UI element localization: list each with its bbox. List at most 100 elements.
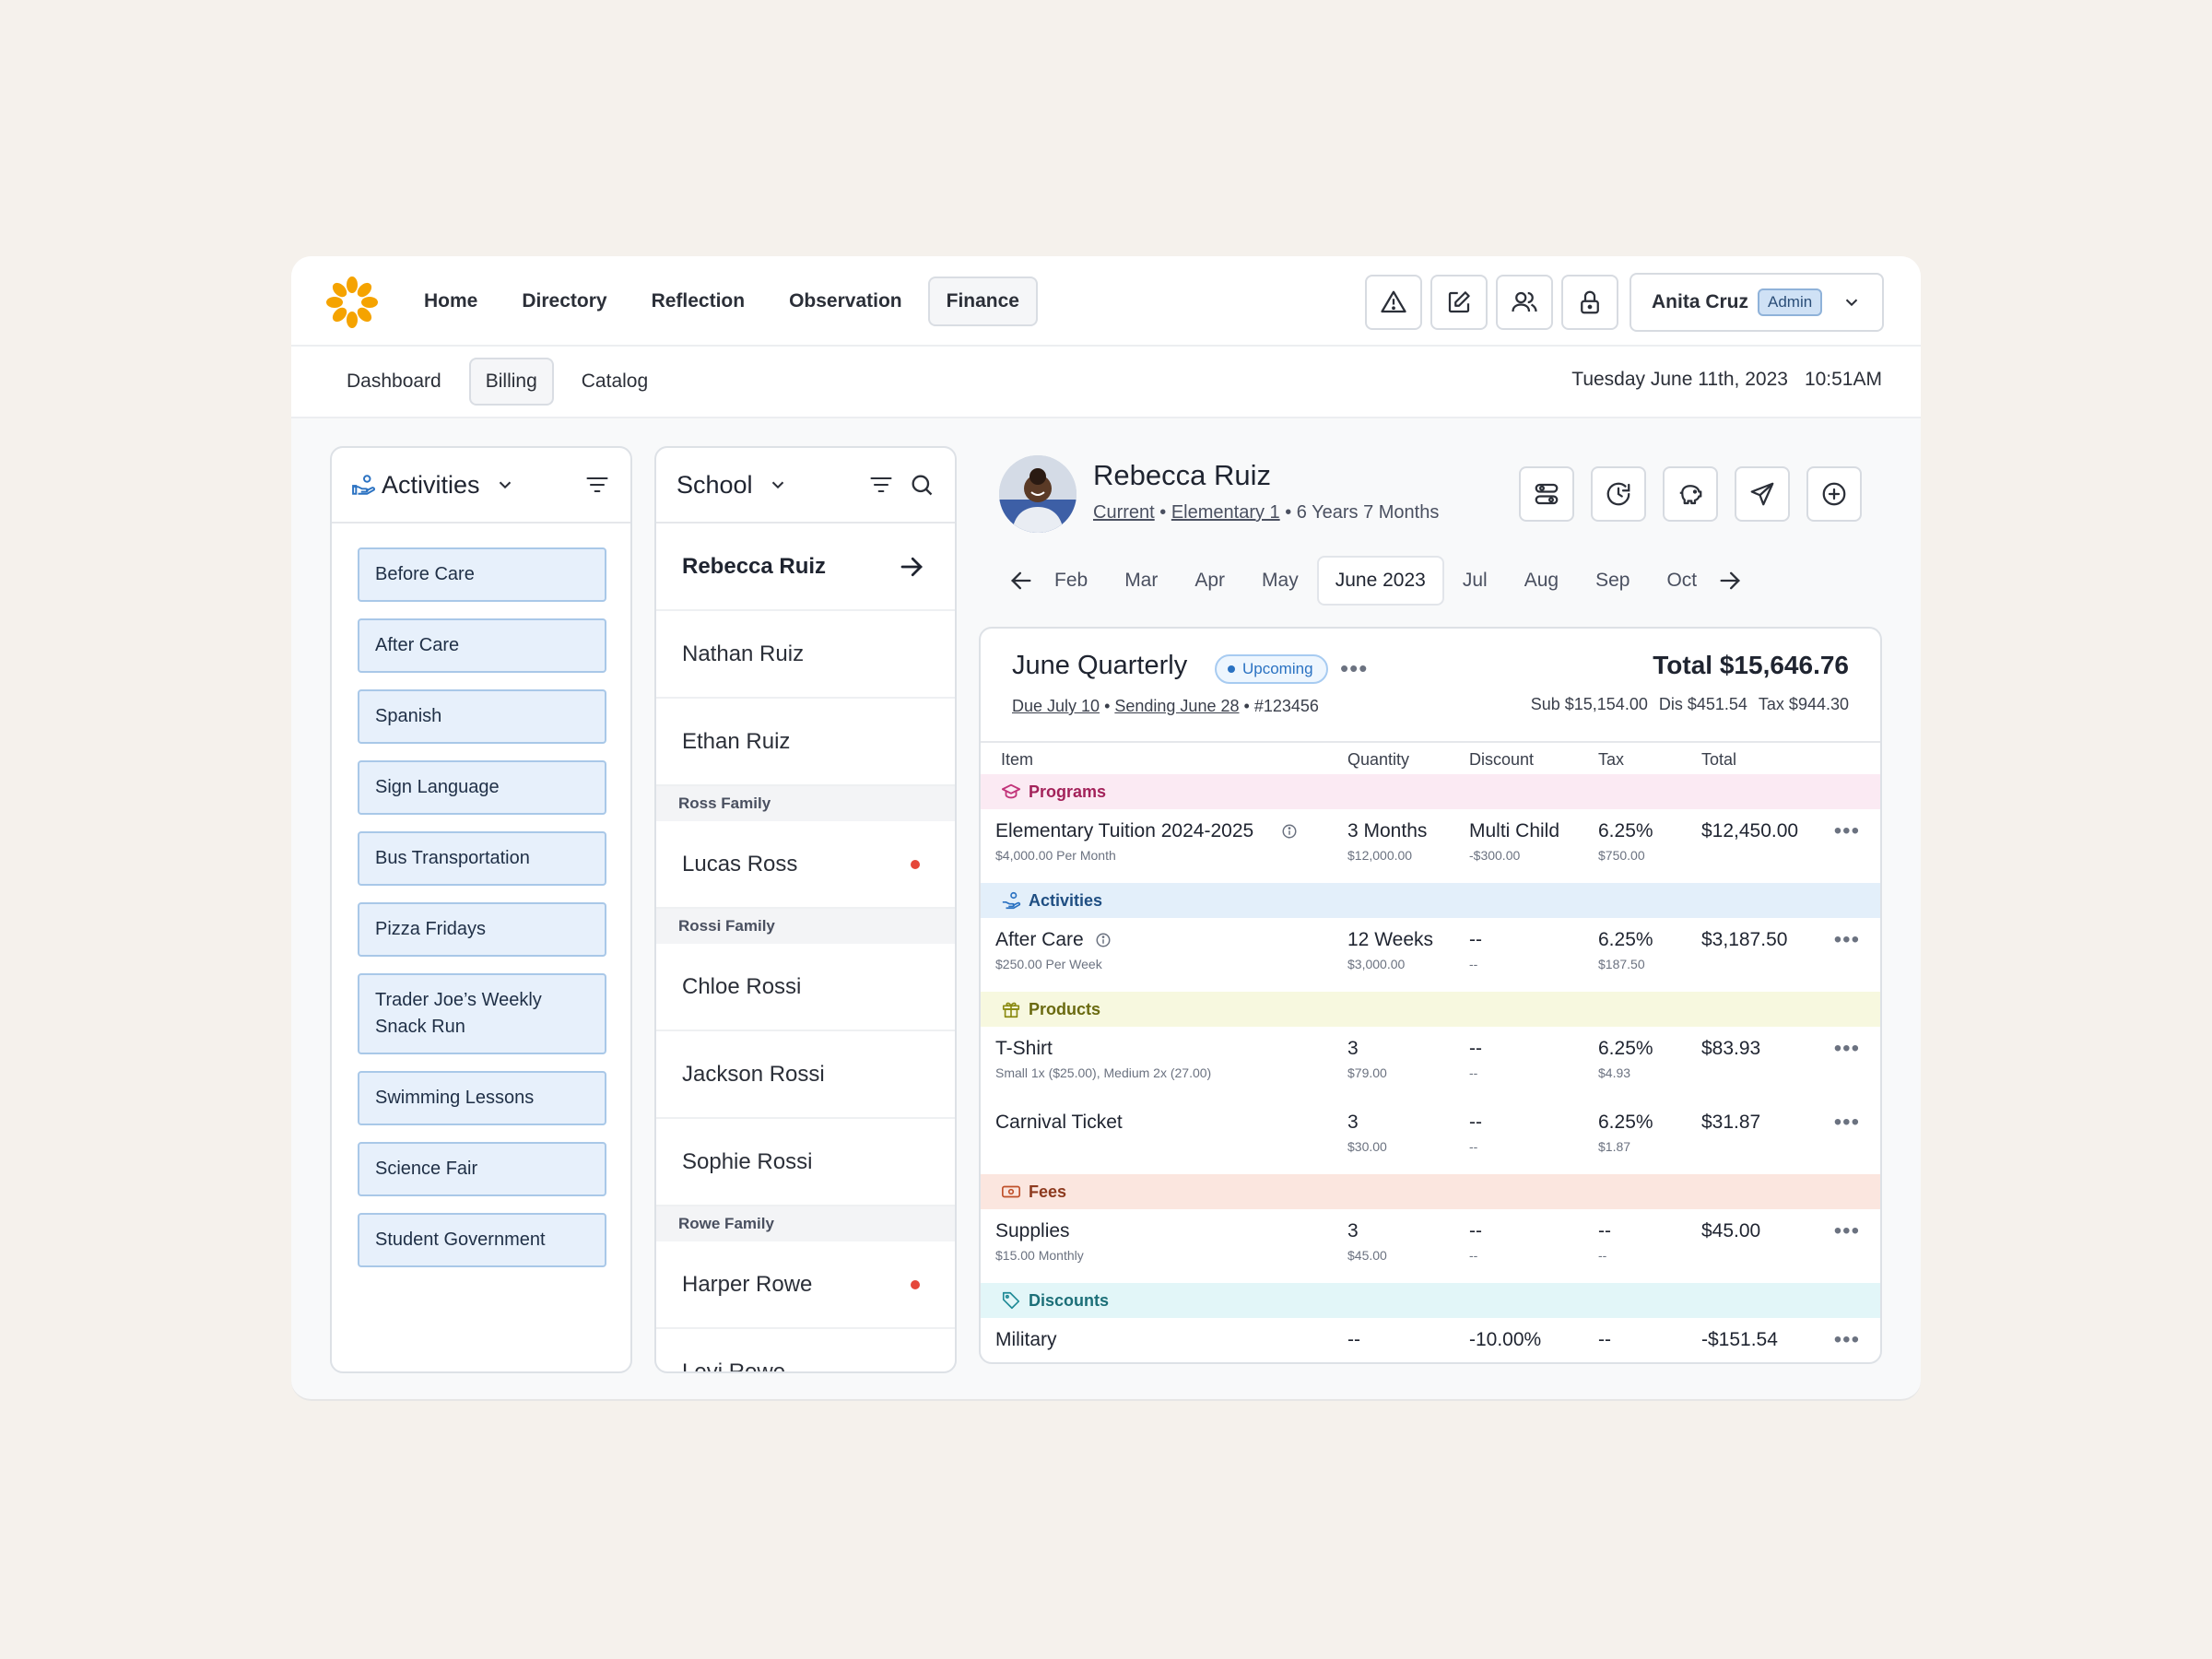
student-row[interactable]: Jackson Rossi — [656, 1031, 955, 1119]
col-total: Total — [1701, 750, 1737, 769]
avatar — [999, 455, 1077, 533]
month-tab[interactable]: Oct — [1666, 570, 1698, 591]
invoice-card: June Quarterly Upcoming ••• Due July 10 … — [979, 627, 1882, 1364]
student-row[interactable]: Levi Rowe — [656, 1329, 955, 1372]
user-menu[interactable]: Anita Cruz Admin — [1630, 273, 1884, 332]
month-tab[interactable]: Aug — [1524, 570, 1559, 591]
info-icon[interactable] — [1095, 932, 1112, 948]
send-button[interactable] — [1735, 466, 1790, 522]
arrow-left-icon[interactable] — [1008, 568, 1034, 594]
lock-button[interactable] — [1561, 275, 1618, 330]
student-row[interactable]: Nathan Ruiz — [656, 611, 955, 699]
student-row[interactable]: Lucas Ross — [656, 821, 955, 909]
settings-icon — [1535, 483, 1559, 505]
item-name: Military — [995, 1329, 1057, 1350]
settings-button[interactable] — [1519, 466, 1574, 522]
chevron-down-icon — [1845, 299, 1858, 307]
sending-date-link[interactable]: Sending June 28 — [1114, 697, 1240, 715]
nav-home[interactable]: Home — [424, 290, 478, 312]
item-quantity-detail: $12,000.00 — [1347, 848, 1413, 863]
warning-button[interactable] — [1365, 275, 1422, 330]
item-quantity: -- — [1347, 1329, 1360, 1350]
more-icon[interactable]: ••• — [1833, 1036, 1860, 1061]
more-icon[interactable]: ••• — [1833, 818, 1860, 843]
add-button[interactable] — [1806, 466, 1862, 522]
student-row[interactable]: Chloe Rossi — [656, 944, 955, 1031]
table-row[interactable]: Carnival Ticket 3 $30.00 -- -- 6.25% $1.… — [981, 1100, 1880, 1174]
item-quantity: 3 Months — [1347, 820, 1428, 841]
student-age: 6 Years 7 Months — [1296, 502, 1440, 523]
search-icon[interactable] — [909, 472, 935, 498]
subnav-catalog[interactable]: Catalog — [581, 371, 649, 392]
month-tab[interactable]: May — [1262, 570, 1299, 591]
more-icon[interactable]: ••• — [1340, 654, 1369, 682]
nav-finance[interactable]: Finance — [927, 276, 1038, 326]
month-tab-active[interactable]: June 2023 — [1316, 556, 1444, 606]
table-row[interactable]: After Care $250.00 Per Week 12 Weeks $3,… — [981, 918, 1880, 992]
piggy-bank-button[interactable] — [1663, 466, 1718, 522]
student-meta: Current • Elementary 1 • 6 Years 7 Month… — [1093, 502, 1440, 523]
nav-observation[interactable]: Observation — [789, 290, 902, 312]
activity-item[interactable]: Bus Transportation — [358, 831, 606, 886]
activity-item[interactable]: Sign Language — [358, 760, 606, 815]
item-discount: Multi Child — [1469, 820, 1560, 841]
activity-item[interactable]: Swimming Lessons — [358, 1071, 606, 1125]
subnav-dashboard[interactable]: Dashboard — [347, 371, 441, 392]
arrow-right-icon[interactable] — [1717, 568, 1743, 594]
edit-button[interactable] — [1430, 275, 1488, 330]
activity-item[interactable]: Before Care — [358, 547, 606, 602]
item-tax: -- — [1598, 1329, 1611, 1350]
more-icon[interactable]: ••• — [1833, 1110, 1860, 1135]
activity-item[interactable]: Trader Joe’s Weekly Snack Run — [358, 973, 606, 1054]
nav-directory[interactable]: Directory — [522, 290, 607, 312]
info-icon[interactable] — [1281, 823, 1298, 840]
nav-reflection[interactable]: Reflection — [651, 290, 746, 312]
activity-item[interactable]: Student Government — [358, 1213, 606, 1267]
table-row[interactable]: Supplies $15.00 Monthly 3 $45.00 -- -- -… — [981, 1209, 1880, 1283]
chevron-down-icon[interactable] — [768, 475, 788, 495]
grade-link[interactable]: Elementary 1 — [1171, 502, 1280, 523]
category-activities: Activities — [981, 883, 1880, 918]
item-tax-detail: $4.93 — [1598, 1065, 1631, 1080]
alert-dot — [911, 859, 920, 869]
invoice-meta: Due July 10 • Sending June 28 • #123456 — [1012, 697, 1319, 715]
banknote-icon — [1002, 1185, 1020, 1198]
status-badge: Upcoming — [1215, 654, 1328, 684]
month-tab[interactable]: Sep — [1595, 570, 1630, 591]
sub-bar: Dashboard Billing Catalog Tuesday June 1… — [291, 347, 1921, 418]
activity-item[interactable]: After Care — [358, 618, 606, 673]
student-row[interactable]: Harper Rowe — [656, 1241, 955, 1329]
app-window: Home Directory Reflection Observation Fi… — [291, 256, 1921, 1401]
table-row[interactable]: T-Shirt Small 1x ($25.00), Medium 2x (27… — [981, 1027, 1880, 1100]
activity-item[interactable]: Spanish — [358, 689, 606, 744]
table-row[interactable]: Elementary Tuition 2024-2025 $4,000.00 P… — [981, 809, 1880, 883]
sun-logo-icon[interactable] — [324, 275, 380, 330]
table-row[interactable]: Military -- -10.00% -- -$151.54 ••• — [981, 1318, 1880, 1362]
student-row[interactable]: Ethan Ruiz — [656, 699, 955, 786]
student-row-selected[interactable]: Rebecca Ruiz — [656, 524, 955, 611]
student-row[interactable]: Sophie Rossi — [656, 1119, 955, 1206]
due-date-link[interactable]: Due July 10 — [1012, 697, 1100, 715]
status-link[interactable]: Current — [1093, 502, 1155, 523]
more-icon[interactable]: ••• — [1833, 927, 1860, 952]
month-tab[interactable]: Mar — [1124, 570, 1159, 591]
col-item: Item — [1001, 750, 1034, 769]
month-tab[interactable]: Jul — [1462, 570, 1488, 591]
month-tab[interactable]: Feb — [1054, 570, 1088, 591]
arrow-right-icon — [900, 557, 923, 576]
item-total: $83.93 — [1701, 1038, 1761, 1059]
history-button[interactable] — [1591, 466, 1646, 522]
filter-icon[interactable] — [584, 472, 610, 498]
filter-icon[interactable] — [868, 472, 894, 498]
more-icon[interactable]: ••• — [1833, 1327, 1860, 1352]
activity-item[interactable]: Pizza Fridays — [358, 902, 606, 957]
users-button[interactable] — [1496, 275, 1553, 330]
month-tab[interactable]: Apr — [1194, 570, 1226, 591]
chevron-down-icon[interactable] — [495, 475, 515, 495]
more-icon[interactable]: ••• — [1833, 1218, 1860, 1243]
alert-dot — [911, 1279, 920, 1289]
subnav-billing[interactable]: Billing — [468, 358, 554, 406]
activity-item[interactable]: Science Fair — [358, 1142, 606, 1196]
student-name: Chloe Rossi — [682, 973, 802, 999]
student-name: Lucas Ross — [682, 851, 798, 877]
